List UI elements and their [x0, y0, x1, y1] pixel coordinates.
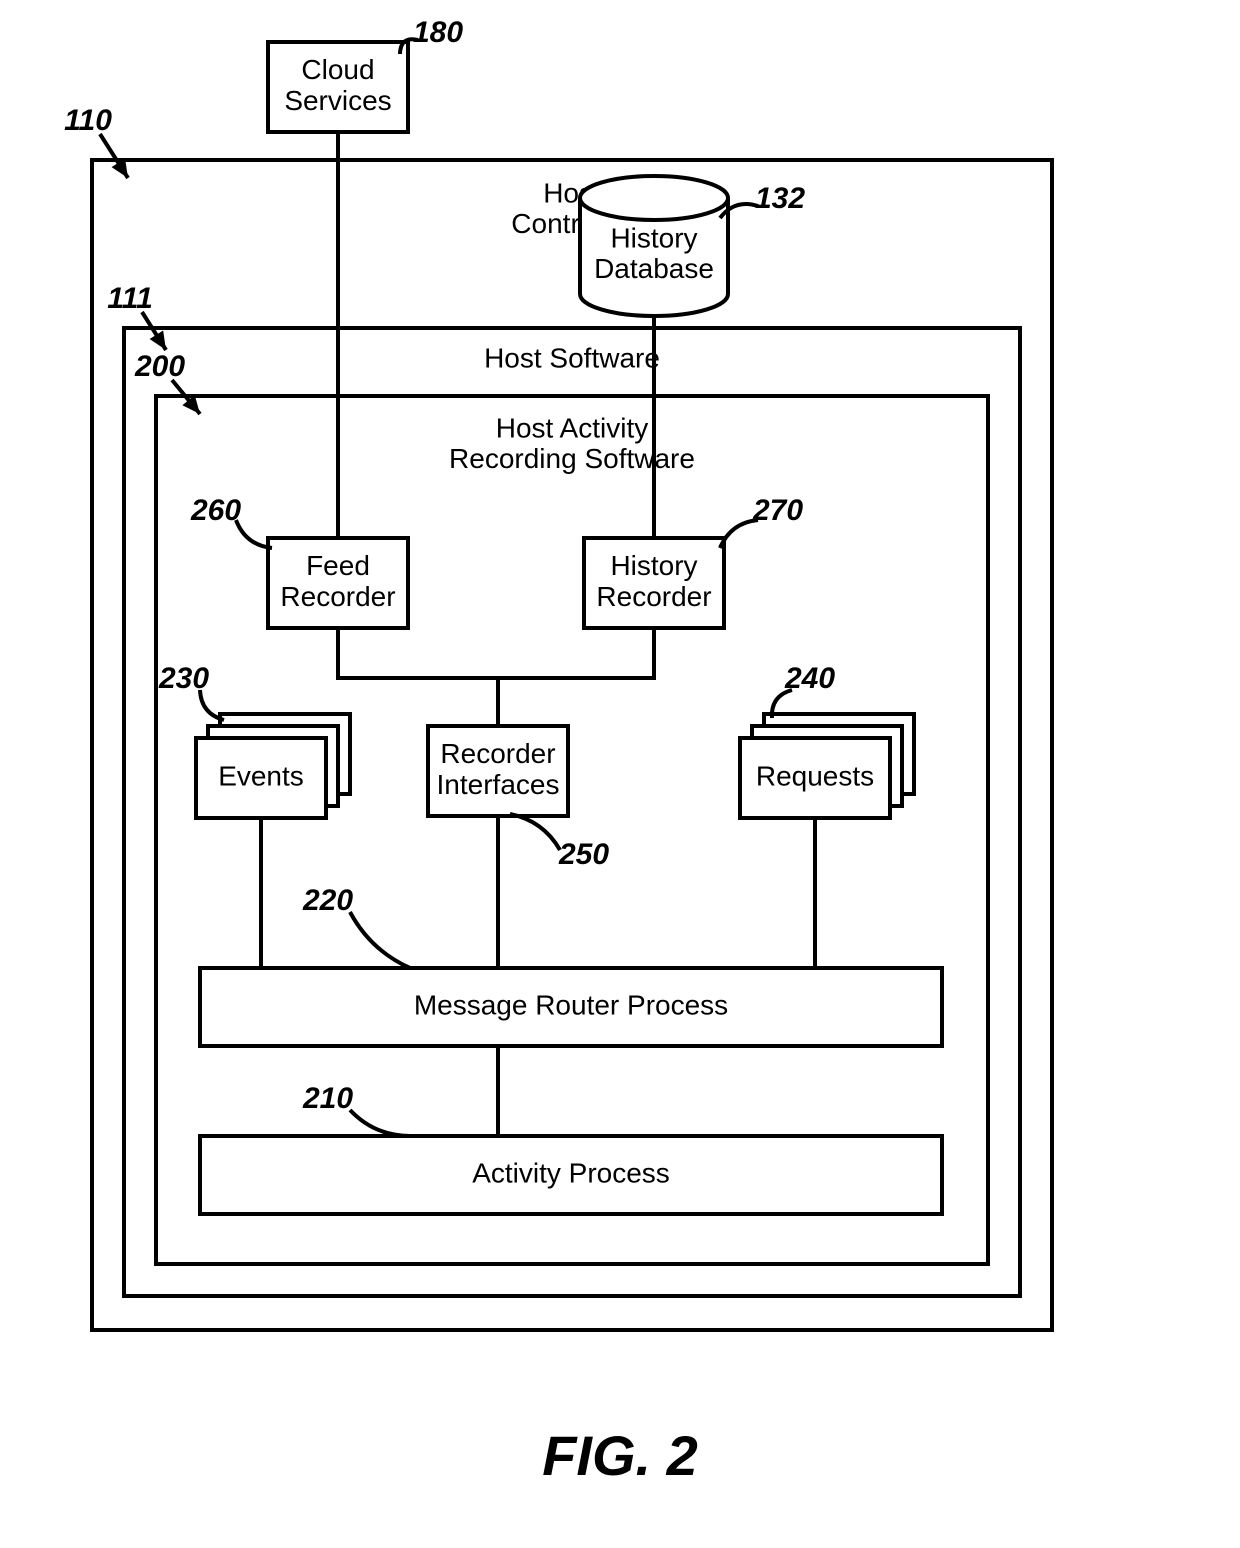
history-database-label-0: History — [610, 222, 697, 253]
feed-recorder-label-1: Recorder — [280, 581, 395, 612]
message-router-process: Message Router Process — [200, 968, 942, 1046]
message-router-process-label-0: Message Router Process — [414, 989, 728, 1020]
recorder-interfaces-label-1: Interfaces — [437, 769, 560, 800]
events: Events — [196, 714, 350, 818]
ref-110-arrow — [100, 134, 128, 178]
ref-220: 220 — [302, 884, 353, 917]
ref-210: 210 — [302, 1082, 353, 1115]
ref-270: 270 — [752, 494, 803, 527]
ref-111: 111 — [107, 282, 153, 315]
ref-111-arrow — [142, 312, 166, 350]
figure-label: FIG. 2 — [542, 1424, 698, 1487]
events-label-0: Events — [218, 760, 304, 791]
cloud-services-label-1: Services — [284, 85, 391, 116]
history-database: HistoryDatabase — [580, 176, 728, 316]
requests-label-0: Requests — [756, 760, 874, 791]
recorder-interfaces: RecorderInterfaces — [428, 726, 568, 816]
activity-process-label-0: Activity Process — [472, 1157, 670, 1188]
ref-260: 260 — [190, 494, 241, 527]
ref-110: 110 — [64, 104, 112, 137]
connector-3 — [498, 628, 654, 678]
ref-250: 250 — [558, 838, 609, 871]
history-recorder-label-1: Recorder — [596, 581, 711, 612]
activity-process: Activity Process — [200, 1136, 942, 1214]
ref-250-leader — [510, 814, 560, 850]
host-activity-recording-software-title-1: Recording Software — [449, 443, 695, 474]
cloud-services: CloudServices — [268, 42, 408, 132]
requests: Requests — [740, 714, 914, 818]
ref-180: 180 — [413, 16, 463, 49]
host-activity-recording-software-rect — [156, 396, 988, 1264]
ref-200: 200 — [134, 350, 185, 383]
host-software-title-0: Host Software — [484, 342, 660, 373]
host-activity-recording-software: Host ActivityRecording Software — [156, 396, 988, 1264]
connector-2 — [338, 628, 498, 678]
feed-recorder-label-0: Feed — [306, 550, 370, 581]
history-recorder: HistoryRecorder — [584, 538, 724, 628]
ref-220-leader — [350, 912, 410, 968]
feed-recorder: FeedRecorder — [268, 538, 408, 628]
cloud-services-label-0: Cloud — [301, 54, 374, 85]
history-database-label-1: Database — [594, 253, 714, 284]
ref-132: 132 — [755, 182, 805, 215]
ref-210-leader — [350, 1110, 410, 1136]
recorder-interfaces-label-0: Recorder — [440, 738, 555, 769]
history-recorder-label-0: History — [610, 550, 697, 581]
host-activity-recording-software-title-0: Host Activity — [496, 412, 648, 443]
